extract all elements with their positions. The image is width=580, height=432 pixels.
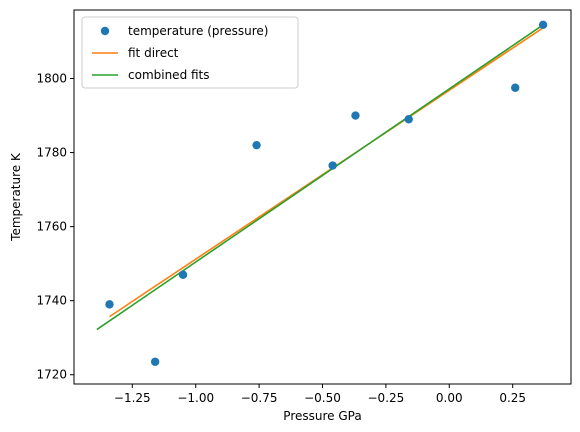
x-tick-label: −0.50 — [304, 391, 341, 405]
data-point — [150, 357, 160, 366]
x-tick-label: 0.00 — [436, 391, 463, 405]
y-tick-label: 1740 — [36, 294, 67, 308]
y-tick-label: 1780 — [36, 146, 67, 160]
legend-box — [81, 16, 299, 89]
data-point — [105, 300, 114, 309]
legend: temperature (pressure) fit direct combined… — [81, 16, 299, 89]
y-axis-label: Temperature K — [9, 152, 23, 242]
x-tick-label: 0.25 — [499, 391, 526, 405]
data-points — [105, 20, 548, 366]
y-tick-label: 1720 — [36, 368, 67, 382]
data-point — [538, 20, 548, 30]
x-tick-label: −0.75 — [241, 391, 278, 405]
y-axis: 1720 1740 1760 1780 1800 — [36, 72, 74, 382]
data-point — [404, 115, 413, 124]
x-axis: −1.25 −1.00 −0.75 −0.50 −0.25 0.00 0.25 — [114, 384, 526, 405]
data-point — [351, 111, 360, 120]
fit-lines — [96, 24, 544, 331]
legend-handle — [100, 26, 110, 36]
y-tick-label: 1760 — [36, 220, 67, 234]
x-tick-label: −0.25 — [368, 391, 405, 405]
data-point — [511, 83, 520, 92]
series-line — [96, 24, 544, 331]
legend-label: fit direct — [128, 46, 179, 60]
x-tick-label: −1.25 — [114, 391, 151, 405]
data-point — [252, 140, 261, 150]
data-point — [178, 270, 188, 279]
legend-label: combined fits — [128, 68, 210, 82]
data-point — [328, 161, 337, 170]
x-tick-label: −1.00 — [177, 391, 214, 405]
y-tick-label: 1800 — [36, 72, 67, 86]
x-axis-label: Pressure GPa — [283, 409, 361, 423]
legend-label: temperature (pressure) — [128, 24, 268, 38]
